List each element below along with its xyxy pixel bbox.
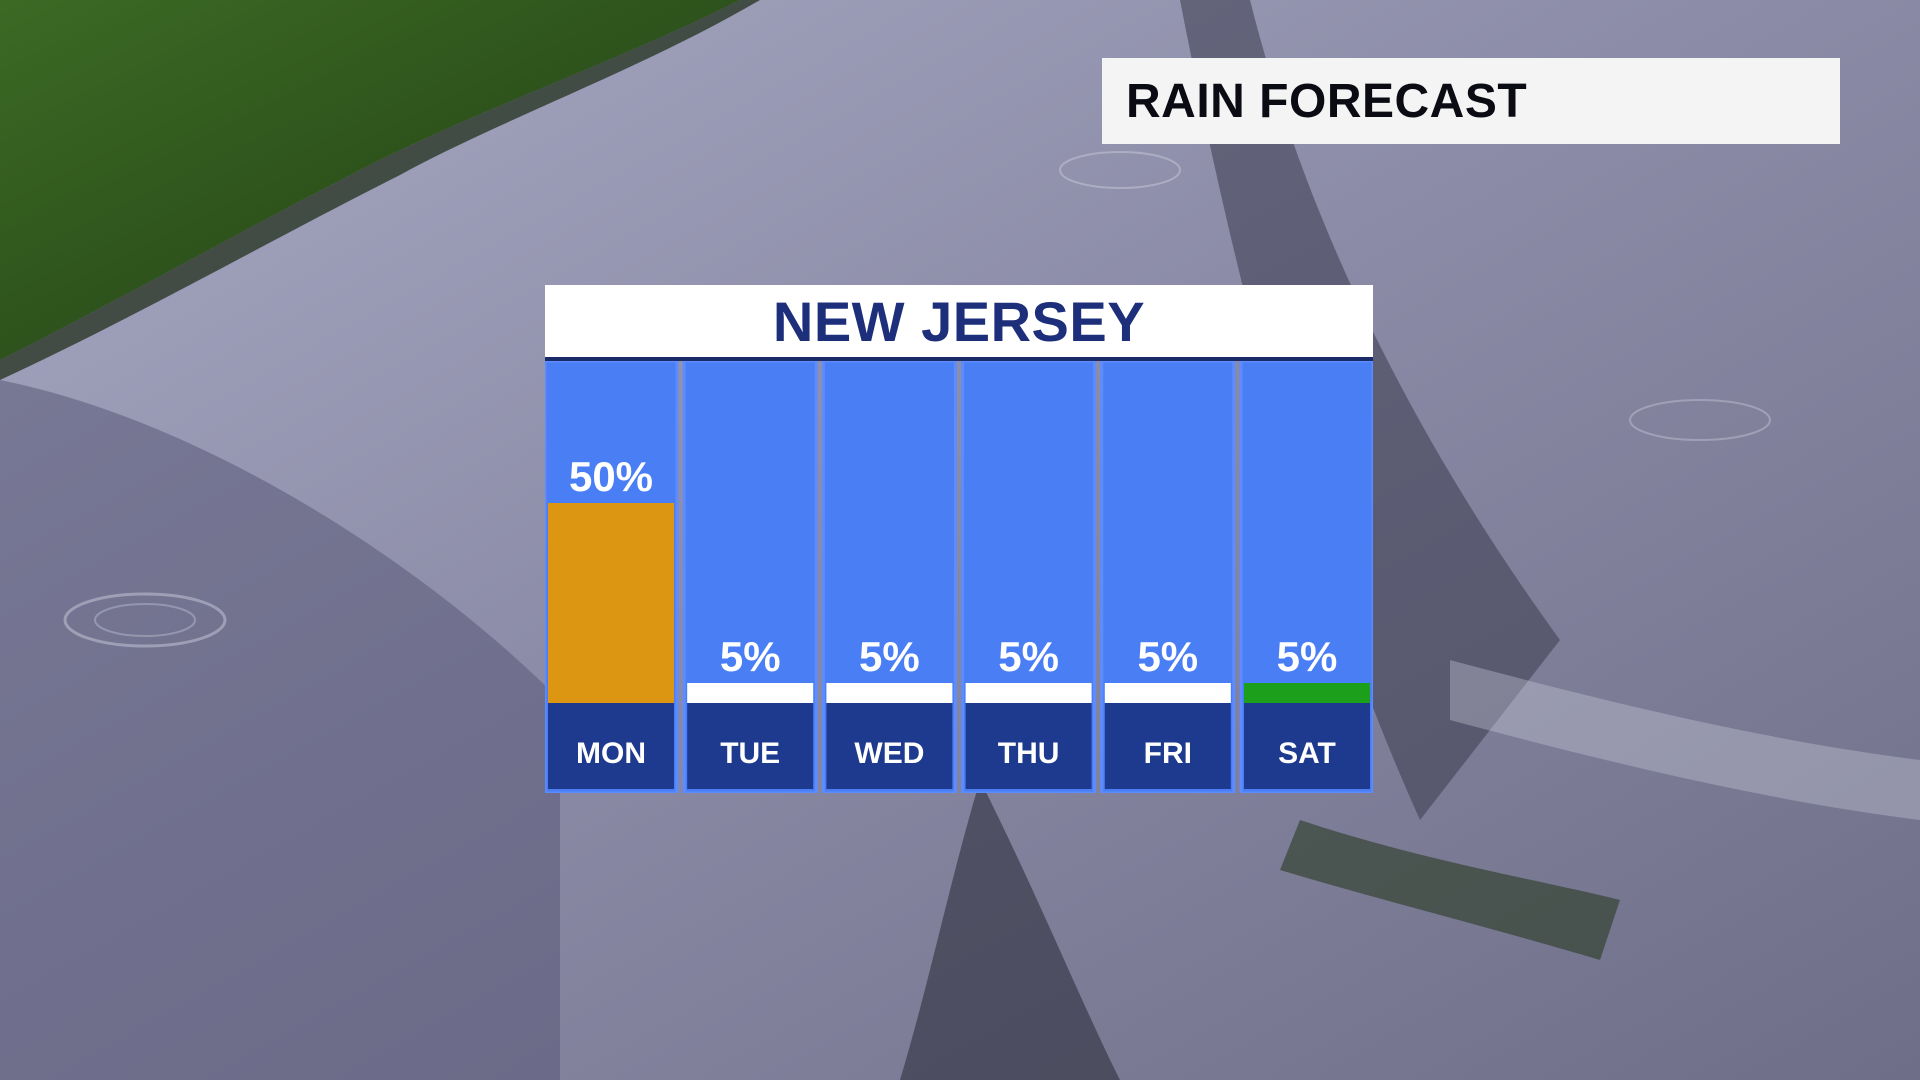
day-label-wed: WED [854,737,924,770]
header-divider [545,357,1373,361]
rain-chance-panel: NEW JERSEY 50% MON 5% TUE 5% WED 5% THU 5% FRI 5% S… [545,285,1373,793]
bar-fri [1104,683,1231,703]
day-label-sat: SAT [1278,737,1336,770]
forecast-title: RAIN FORECAST [1126,74,1528,128]
bar-wed [826,683,953,703]
day-band-tue [687,703,814,789]
bar-thu [965,683,1092,703]
day-label-mon: MON [576,737,646,770]
day-band-wed [826,703,953,789]
value-label-fri: 5% [1137,633,1198,680]
value-label-mon: 50% [569,453,653,500]
rain-chance-chart: 50% MON 5% TUE 5% WED 5% THU 5% FRI 5% SAT [545,361,1373,793]
value-label-tue: 5% [720,633,781,680]
day-band-fri [1104,703,1231,789]
bar-sat [1244,683,1370,703]
day-band-sat [1244,703,1370,789]
value-label-wed: 5% [859,633,920,680]
day-label-fri: FRI [1144,737,1192,770]
value-label-thu: 5% [998,633,1059,680]
day-band-mon [548,703,674,789]
day-label-thu: THU [998,737,1060,770]
bar-tue [687,683,814,703]
day-label-tue: TUE [720,737,780,770]
chart-title: NEW JERSEY [772,289,1146,353]
day-band-thu [965,703,1092,789]
panel-header: NEW JERSEY [545,285,1373,357]
title-banner: RAIN FORECAST [1102,58,1840,144]
bar-mon [548,503,674,703]
value-label-sat: 5% [1277,633,1338,680]
